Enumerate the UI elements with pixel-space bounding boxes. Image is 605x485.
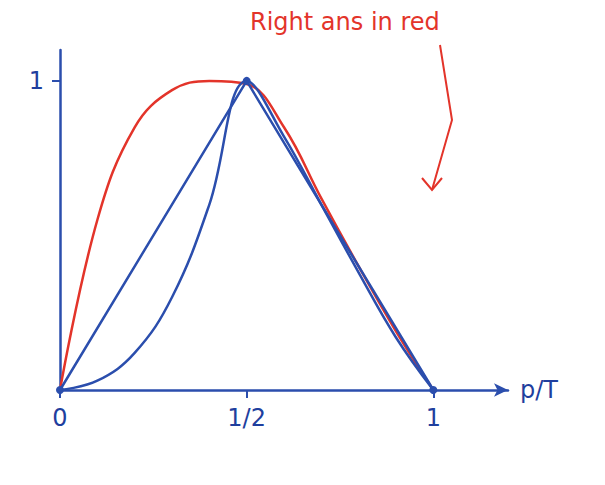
svg-text:1: 1 — [29, 67, 44, 95]
svg-text:Right ans in red: Right ans in red — [250, 8, 440, 36]
svg-text:0: 0 — [52, 404, 67, 432]
svg-text:p/T: p/T — [520, 376, 558, 404]
svg-text:1: 1 — [426, 404, 441, 432]
svg-text:1/2: 1/2 — [227, 404, 266, 432]
